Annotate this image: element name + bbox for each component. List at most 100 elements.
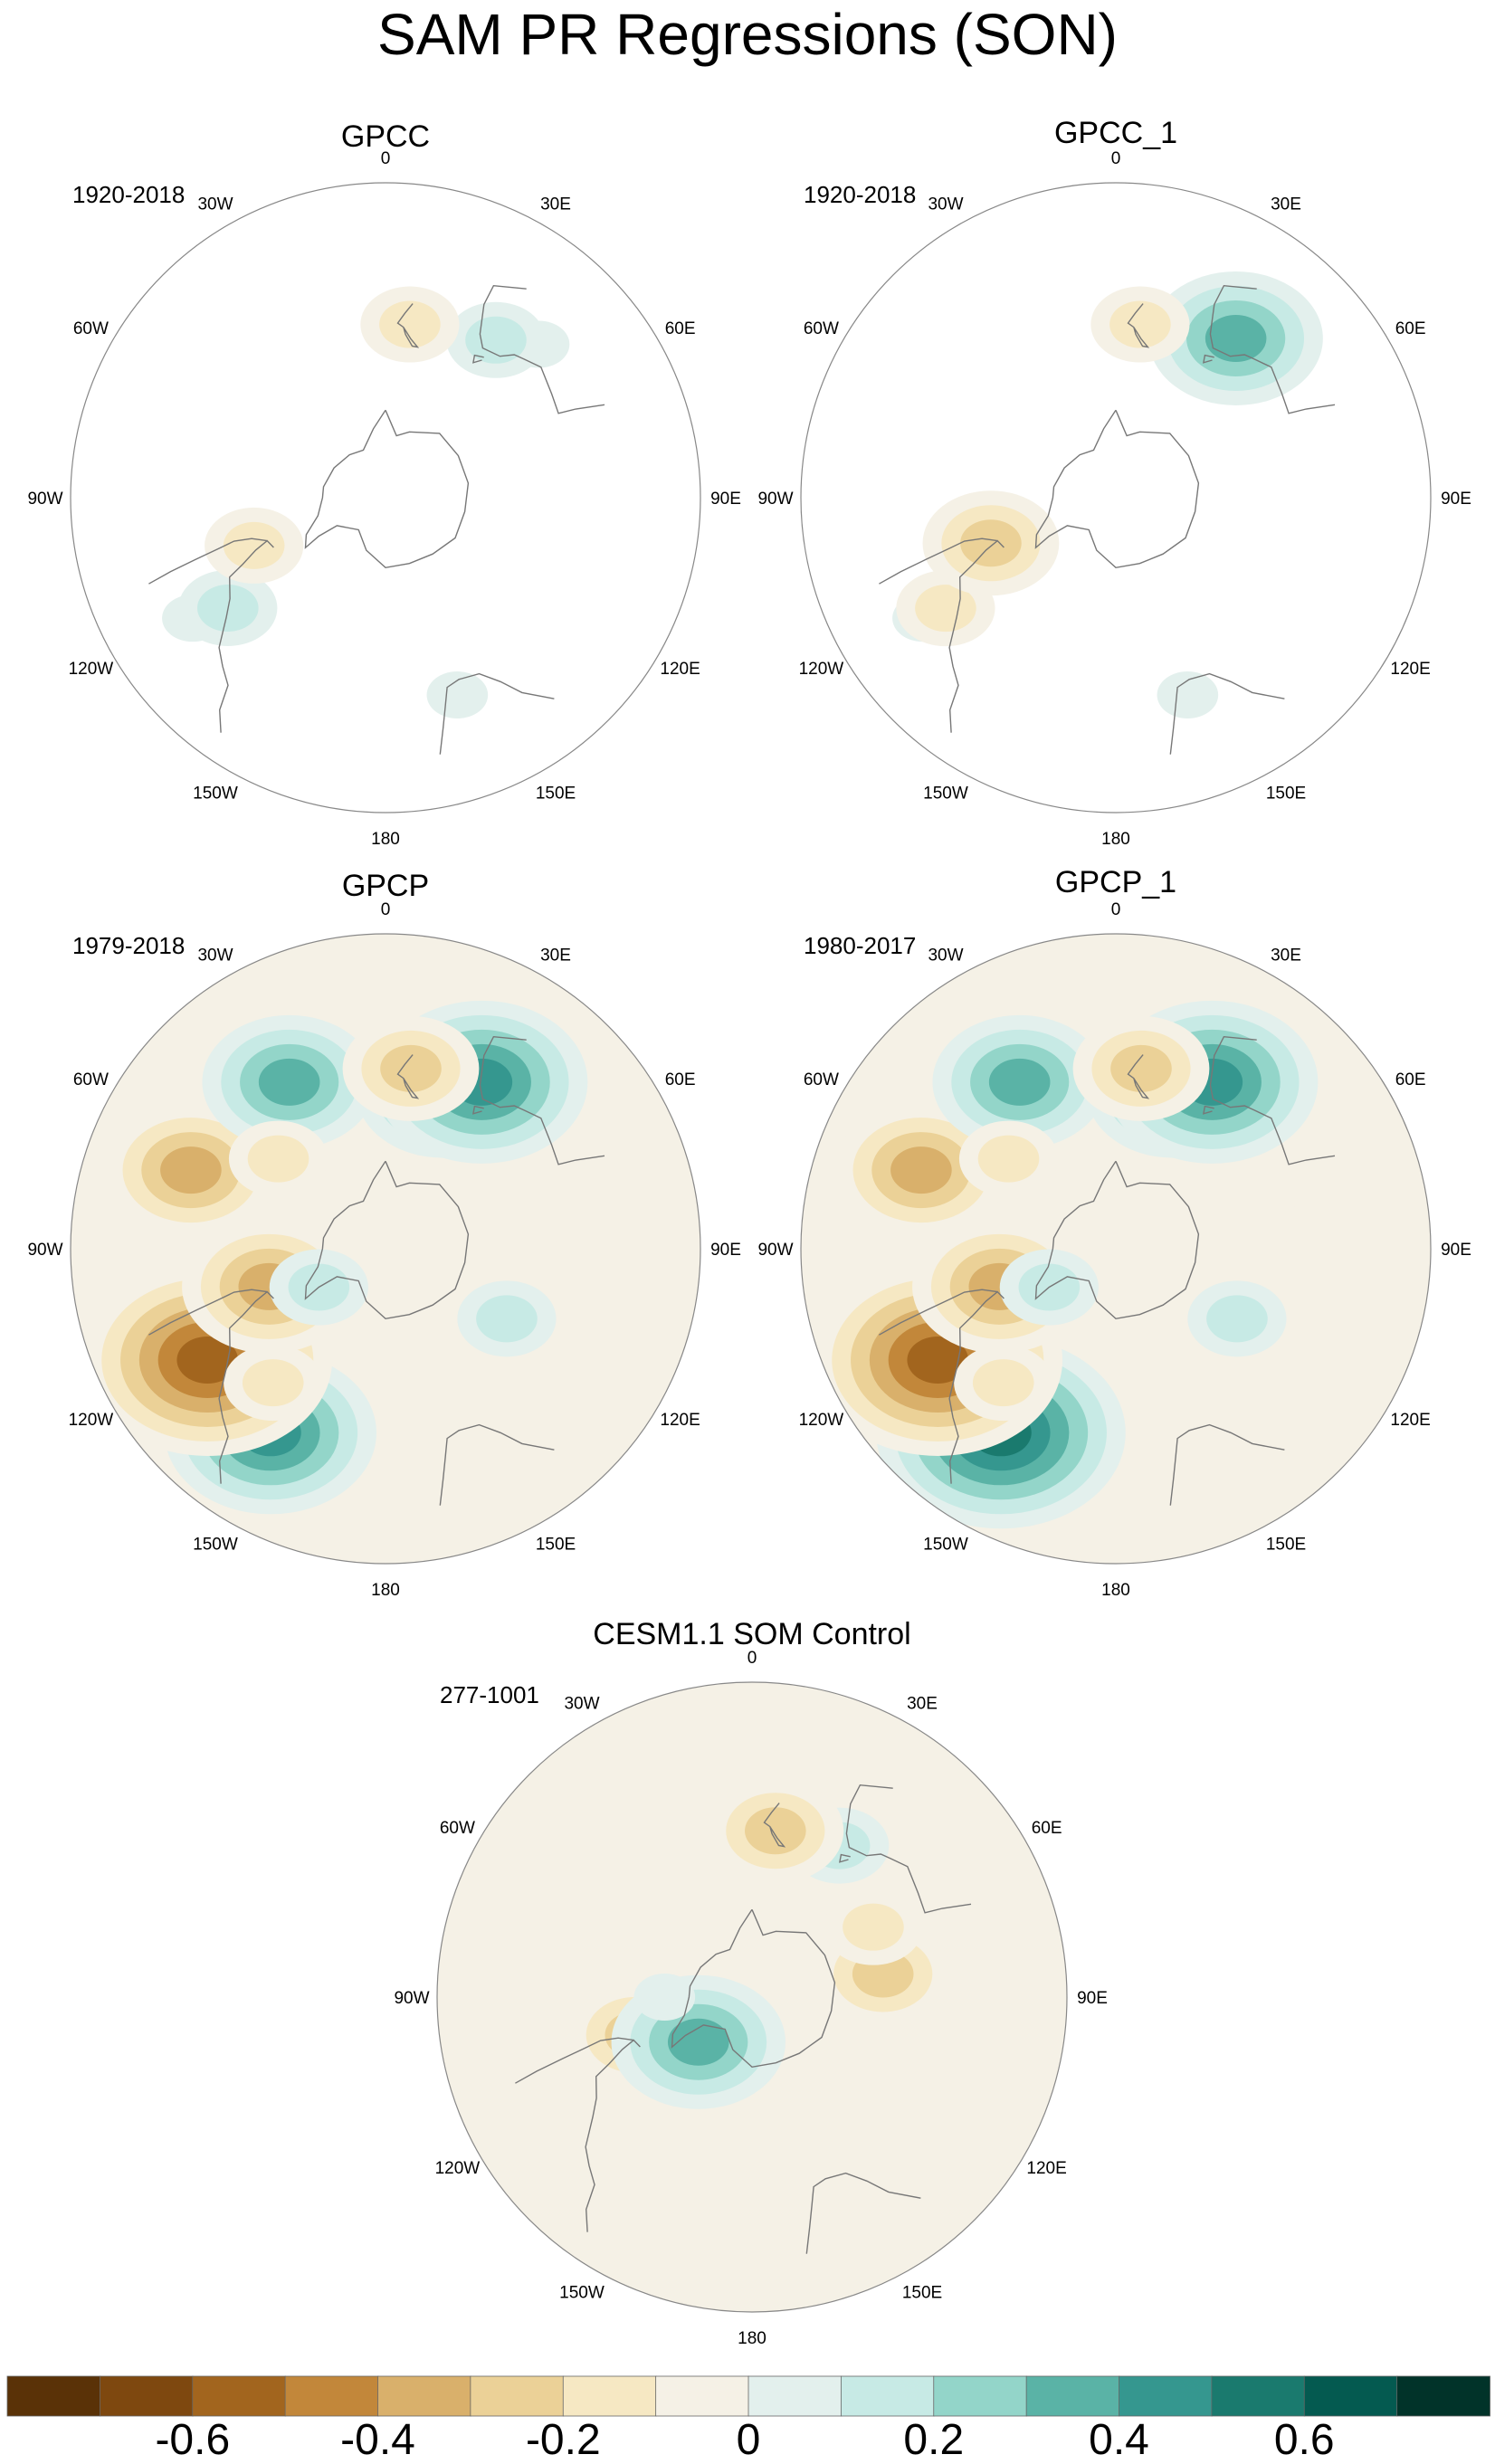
colorbar-box [192, 2375, 287, 2417]
longitude-label: 30W [197, 946, 233, 965]
longitude-label: 120E [1026, 2159, 1066, 2178]
anomaly-contour [242, 1359, 304, 1407]
colorbar-tick-label: 0.2 [903, 2416, 964, 2464]
coastline [479, 1035, 605, 1165]
coastline [1034, 409, 1200, 569]
anomaly-contour [977, 1135, 1040, 1183]
longitude-label: 150E [902, 2284, 942, 2303]
longitude-label: 90E [710, 490, 741, 509]
longitude-label: 30E [540, 946, 571, 965]
coastline [439, 1423, 555, 1506]
longitude-label: 0 [748, 1649, 757, 1668]
longitude-label: 30E [907, 1694, 938, 1713]
colorbar-box [470, 2375, 565, 2417]
anomaly-contour [1240, 1197, 1302, 1245]
coastline [948, 1290, 1005, 1484]
map-frame [800, 933, 1432, 1565]
longitude-label: 30W [197, 195, 233, 214]
longitude-label: 90W [27, 490, 62, 509]
longitude-label: 150W [559, 2284, 605, 2303]
coastline [479, 284, 605, 414]
anomaly-contour [176, 1336, 239, 1384]
longitude-label: 120W [435, 2159, 481, 2178]
colorbar-box [1025, 2375, 1120, 2417]
coastline [1034, 1160, 1200, 1320]
longitude-label: 90E [1441, 490, 1471, 509]
longitude-label: 120E [660, 1411, 700, 1430]
colorbar-box [1119, 2375, 1213, 2417]
anomaly-contour [1157, 671, 1219, 719]
longitude-label: 180 [371, 1581, 400, 1600]
longitude-label: 90W [757, 490, 793, 509]
coastline [439, 672, 555, 755]
anomaly-contour [380, 1044, 442, 1092]
anomaly-contour [247, 1135, 309, 1183]
longitude-label: 30W [564, 1694, 599, 1713]
colorbar-box [284, 2375, 379, 2417]
anomaly-contour [223, 521, 285, 569]
panel-title: GPCP_1 [1055, 865, 1176, 899]
colorbar-box [99, 2375, 194, 2417]
longitude-label: 150E [1266, 785, 1306, 804]
longitude-label: 30E [1271, 946, 1301, 965]
colorbar-tick-label: -0.6 [155, 2416, 230, 2464]
anomaly-contour [633, 1974, 696, 2021]
coastline [879, 538, 998, 585]
coastline [671, 1908, 836, 2069]
period-label: 1920-2018 [72, 181, 185, 208]
longitude-label: 90W [27, 1241, 62, 1260]
longitude-label: 150E [1266, 1536, 1306, 1555]
panel-title: CESM1.1 SOM Control [593, 1617, 910, 1651]
coastline [472, 354, 484, 364]
longitude-label: 60W [804, 319, 839, 338]
longitude-label: 90W [394, 1989, 429, 2008]
longitude-label: 90E [1077, 1989, 1108, 2008]
coastline [805, 2172, 921, 2254]
anomaly-contour [539, 2079, 601, 2126]
map-frame [70, 933, 701, 1565]
colorbar-box [748, 2375, 843, 2417]
anomaly-contour [907, 1336, 969, 1384]
anomaly-contour [667, 2018, 729, 2066]
longitude-label: 180 [1101, 830, 1130, 849]
coastline [763, 1803, 786, 1848]
longitude-label: 150W [923, 1536, 968, 1555]
anomaly-contour [160, 1146, 222, 1194]
anomaly-contour [745, 1807, 806, 1855]
map-panel: GPCC_1 1920-2018 0 30E 60E 90E 120E 150E 180 150W… [757, 116, 1471, 849]
longitude-label: 150W [193, 1536, 238, 1555]
coastline [396, 303, 420, 348]
coastline [839, 1853, 851, 1863]
coastline [304, 409, 470, 569]
coastline [396, 1054, 420, 1099]
anomaly-contour [476, 1295, 538, 1343]
period-label: 1980-2017 [804, 932, 916, 959]
longitude-label: 90E [710, 1241, 741, 1260]
longitude-label: 120E [1390, 660, 1430, 679]
anomaly-contour [915, 585, 976, 633]
coastline [1169, 1423, 1285, 1506]
panel-title: GPCC [341, 119, 430, 154]
longitude-label: 90W [757, 1241, 793, 1260]
longitude-label: 0 [381, 900, 391, 919]
coastline [879, 1289, 998, 1336]
period-label: 1979-2018 [72, 932, 185, 959]
coastline [515, 2037, 634, 2084]
period-label: 277-1001 [440, 1681, 539, 1708]
colorbar-box [840, 2375, 935, 2417]
coastline [585, 2039, 641, 2232]
map-panel: GPCP 1979-2018 0 30E 60E 90E 120E 150E 180 150W 12… [27, 869, 740, 1600]
coastline [148, 538, 268, 585]
anomaly-contour [1110, 1044, 1172, 1092]
colorbar-tick-label: -0.4 [340, 2416, 415, 2464]
longitude-label: 30E [1271, 195, 1301, 214]
longitude-label: 150E [536, 785, 576, 804]
longitude-label: 120W [799, 660, 844, 679]
anomaly-contour [1109, 300, 1171, 348]
longitude-label: 30W [928, 195, 963, 214]
anomaly-contour [988, 1058, 1051, 1106]
longitude-label: 60E [1395, 1070, 1426, 1089]
colorbar-box [562, 2375, 657, 2417]
period-label: 1920-2018 [804, 181, 916, 208]
